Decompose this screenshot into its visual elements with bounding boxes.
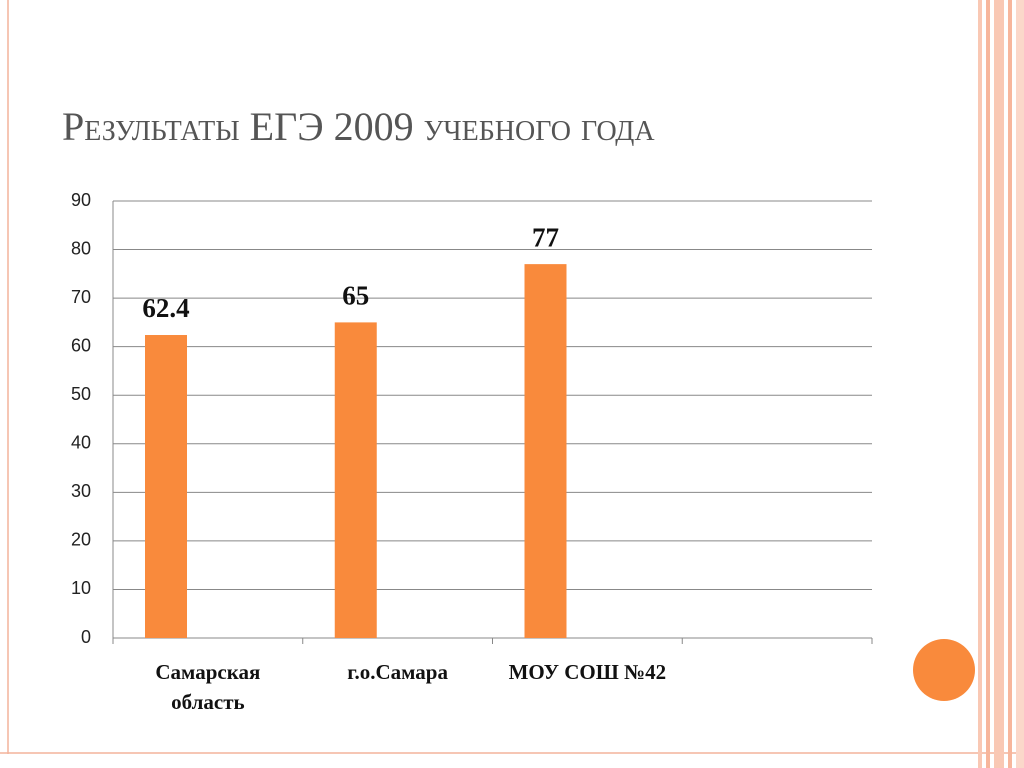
x-tick-label: МОУ СОШ №42 [508, 660, 667, 684]
stripe [994, 0, 1004, 768]
stripe [978, 0, 982, 768]
bar [145, 335, 187, 638]
bar [524, 264, 567, 638]
x-tick-label: Самарская область [155, 660, 261, 714]
y-tick-label: 10 [71, 578, 91, 598]
stripe [1008, 0, 1012, 768]
stripe [986, 0, 990, 768]
y-tick-label: 80 [71, 238, 91, 258]
value-label: 65 [342, 281, 369, 311]
bar [334, 322, 377, 638]
y-tick-label: 90 [71, 190, 91, 210]
y-tick-label: 20 [71, 530, 91, 550]
y-tick-label: 30 [71, 481, 91, 501]
y-tick-label: 50 [71, 384, 91, 404]
y-tick-label: 0 [81, 627, 91, 647]
y-tick-label: 70 [71, 287, 91, 307]
y-tick-label: 40 [71, 433, 91, 453]
value-label: 62.4 [142, 293, 189, 323]
y-tick-label: 60 [71, 335, 91, 355]
value-label: 77 [532, 222, 559, 252]
x-tick-label: г.о.Самара [347, 660, 448, 684]
chart-title: Результаты ЕГЭ 2009 учебного года [62, 104, 655, 149]
stripe [1016, 0, 1024, 768]
decor-circle [913, 639, 975, 701]
